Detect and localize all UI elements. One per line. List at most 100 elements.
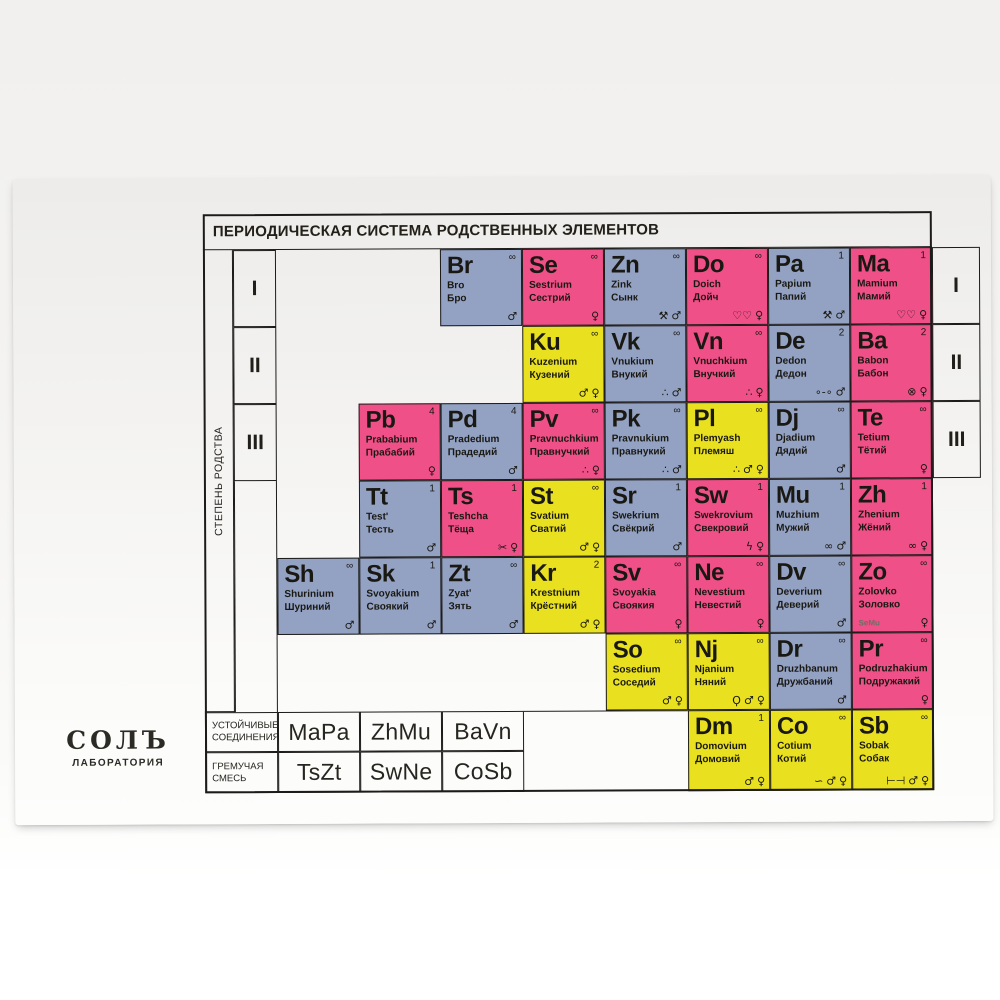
element-icons: ♀ (921, 693, 929, 706)
element-cyrillic-name: Внучкий (693, 368, 736, 380)
element-degree-superscript: 1 (757, 481, 763, 493)
element-icons: ♀ (591, 309, 600, 323)
scissors-icon: ✂ (497, 540, 508, 555)
element-cell: ∞ Nj Njanium Няний Ϙ ♂ ♀ (687, 632, 770, 711)
degree-column-empty (233, 480, 278, 713)
element-latin-name: Svoyakia (612, 587, 656, 599)
element-cyrillic-name: Тётий (857, 444, 887, 456)
element-degree-superscript: 1 (921, 481, 927, 493)
element-icons: Ϙ ♂ ♀ (732, 693, 765, 707)
element-degree-superscript: 1 (675, 482, 681, 494)
male-icon: ♂ (579, 617, 590, 631)
element-cell: 1 Sw Swekrovium Свекровий ϟ ♀ (686, 478, 770, 557)
male-icon: ♂ (661, 694, 672, 708)
element-latin-name: Kuzenium (529, 356, 578, 368)
element-latin-name: Druzhbanum (776, 663, 838, 675)
female-icon: ♀ (591, 309, 600, 323)
female-icon: ♀ (592, 617, 601, 631)
element-icons: ♂ ♀ (744, 775, 765, 788)
element-latin-name: Zink (611, 279, 632, 291)
element-degree-superscript: 2 (593, 559, 600, 571)
element-cell: ∞ Pr Podruzhakium Подружакий ♀ (851, 632, 934, 710)
element-degree-superscript: ∞ (754, 250, 762, 262)
element-cyrillic-name: Дружбаний (776, 676, 833, 688)
element-latin-name: Zyat' (448, 588, 472, 600)
balloons-icon: ∴ (661, 463, 670, 477)
element-cell: ∞ Co Cotium Котий ∽ ♂ ♀ (769, 709, 853, 791)
element-cyrillic-name: Сватий (530, 523, 567, 535)
element-latin-name: Vnuchkium (693, 355, 748, 368)
element-cell: ∞ Zt Zyat' Зять ♂ (441, 556, 524, 635)
hearts-icon: ♡♡ (732, 308, 753, 322)
element-degree-superscript: 2 (920, 327, 927, 339)
element-cell: 2 Kr Krestnium Крёстний ♂ ♀ (523, 556, 606, 634)
periodic-table-card: ПЕРИОДИЧЕСКАЯ СИСТЕМА РОДСТВЕННЫХ ЭЛЕМЕН… (12, 174, 994, 826)
element-icons: ♀ (756, 617, 764, 630)
element-icons: ∘-∘ ♂ (814, 385, 846, 399)
male-icon: ♂ (344, 618, 355, 632)
table-title: ПЕРИОДИЧЕСКАЯ СИСТЕМА РОДСТВЕННЫХ ЭЛЕМЕН… (202, 211, 932, 251)
element-cell: ∞ Ne Nevestium Невестий ♀ (687, 555, 770, 634)
element-cell: ∞ Dr Druzhbanum Дружбаний ♂ (769, 632, 852, 710)
rings-icon: ∞ (907, 539, 918, 553)
element-icons: ♡♡ ♀ (896, 308, 927, 322)
element-cell: 2 De Dedon Дедон ∘-∘ ♂ (768, 324, 851, 402)
degree-left-1: I (232, 249, 277, 328)
element-cyrillic-name: Свекровий (694, 522, 749, 534)
female-icon: ♀ (755, 385, 764, 399)
element-cyrillic-name: Тёща (448, 523, 474, 535)
element-latin-name: Pravnuchkium (529, 433, 599, 445)
element-latin-name: Njanium (694, 663, 735, 676)
male-icon: ♂ (579, 540, 590, 554)
element-latin-name: Swekrium (612, 510, 660, 522)
element-icons: ♂ (836, 463, 846, 476)
hearts-icon: ♡♡ (896, 308, 917, 322)
element-latin-name: Doich (693, 279, 721, 291)
element-degree-superscript: ∞ (591, 328, 599, 340)
element-icons: ♂ (508, 464, 518, 477)
male-icon: ♂ (671, 463, 682, 477)
glasses-icon: ∘-∘ (814, 385, 833, 399)
element-cyrillic-name: Тесть (366, 523, 394, 536)
element-degree-superscript: ∞ (674, 636, 682, 648)
element-degree-superscript: ∞ (591, 405, 599, 417)
male-icon: ♂ (836, 616, 847, 630)
element-latin-name: Tetium (857, 432, 890, 444)
element-icons: ✂ ♀ (497, 540, 519, 555)
element-icons: ♂ (344, 618, 355, 632)
element-cell: ∞ Dj Djadium Дядий ♂ (768, 401, 851, 479)
degree-left-2: II (233, 326, 277, 405)
element-cyrillic-name: Котий (777, 753, 807, 765)
element-cell: 1 Sk Svoyakium Своякий ♂ (359, 557, 442, 635)
element-icons: ♂ ♀ (579, 617, 601, 631)
element-cell: ∞ Sv Svoyakia Своякия ♀ (605, 556, 688, 634)
element-degree-superscript: ∞ (508, 251, 516, 263)
female-icon: ♀ (756, 693, 765, 707)
element-icons: ♂ ♀ (579, 387, 600, 400)
stable-compound-zhmu: ZhMu (359, 711, 443, 752)
element-icons: ♂ (836, 616, 847, 630)
element-latin-name: Nevestium (694, 586, 746, 599)
element-cell: ∞ Pl Plemyash Племяш ∴ ♂ ♀ (686, 401, 769, 480)
bone-icon: ⊢⊣ (886, 774, 906, 788)
element-degree-superscript: ∞ (673, 328, 681, 340)
element-latin-name: Bro (447, 280, 465, 292)
element-degree-superscript: ∞ (838, 635, 846, 647)
element-cyrillic-name: Прадедий (447, 446, 498, 458)
element-cyrillic-name: Своякий (366, 600, 409, 613)
element-icons: ♀ (674, 617, 682, 630)
female-icon: ♀ (592, 540, 601, 554)
explosive-mix-tszt: TsZt (278, 751, 361, 793)
element-cyrillic-name: Бабон (857, 367, 889, 379)
element-cyrillic-name: Своякия (612, 599, 655, 612)
female-icon: ♀ (510, 540, 519, 554)
balloons-icon: ∴ (661, 386, 669, 400)
element-degree-superscript: ∞ (756, 558, 764, 570)
element-cell: 1 Sr Swekrium Свёкрий ♂ (604, 479, 688, 557)
element-latin-name: Prababium (365, 434, 418, 446)
element-icons: ⊗ ♀ (907, 385, 927, 398)
element-degree-superscript: 4 (429, 406, 435, 418)
element-cyrillic-name: Зять (448, 600, 472, 612)
element-degree-superscript: ∞ (591, 482, 599, 494)
element-degree-superscript: ∞ (920, 558, 928, 570)
